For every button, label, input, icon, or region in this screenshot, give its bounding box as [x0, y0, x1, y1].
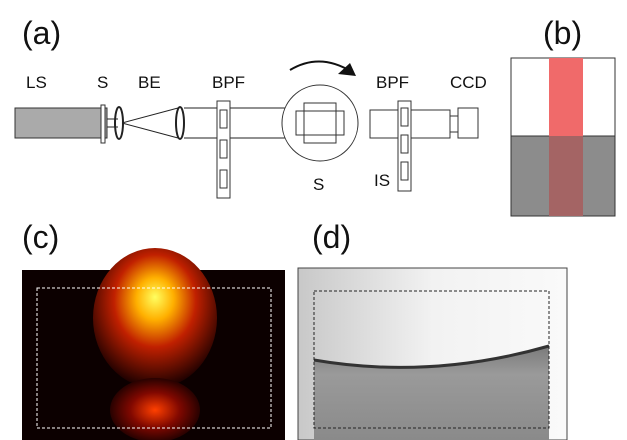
component-label: LS — [26, 73, 47, 92]
panel-d-image — [298, 268, 567, 440]
component-label: S — [97, 73, 108, 92]
panel-label: (b) — [543, 15, 582, 51]
component-label: CCD — [450, 73, 487, 92]
panel-label: (c) — [22, 219, 59, 255]
component-label: IS — [374, 171, 390, 190]
component-label: BPF — [376, 73, 409, 92]
panel-c-image — [22, 248, 285, 440]
panel-label: (d) — [312, 219, 351, 255]
figure: (a) (b) (c) (d) LS S BE BPF S BPF CCD IS — [0, 0, 627, 440]
component-label: BE — [138, 73, 161, 92]
panel-b-drawing — [511, 58, 615, 216]
component-label: S — [313, 175, 324, 194]
panel-label: (a) — [22, 15, 61, 51]
component-label: BPF — [212, 73, 245, 92]
